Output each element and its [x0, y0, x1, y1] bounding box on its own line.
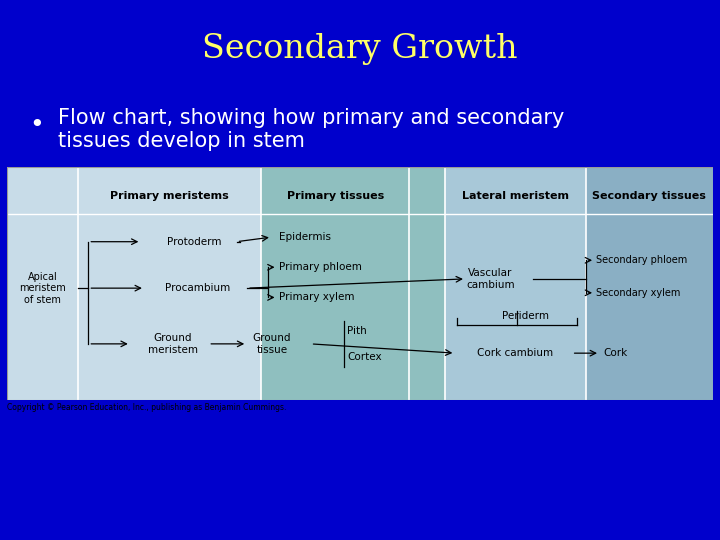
Text: Pith: Pith [347, 326, 367, 336]
Text: Epidermis: Epidermis [279, 232, 331, 242]
Text: Ground
tissue: Ground tissue [253, 333, 291, 355]
Text: Cork cambium: Cork cambium [477, 348, 553, 358]
Text: Primary meristems: Primary meristems [110, 191, 229, 201]
Text: Primary tissues: Primary tissues [287, 191, 384, 201]
Text: Apical
meristem
of stem: Apical meristem of stem [19, 272, 66, 305]
Text: Ground
meristem: Ground meristem [148, 333, 198, 355]
Bar [445, 167, 586, 400]
Bar [410, 167, 445, 400]
Text: •: • [29, 113, 43, 137]
Text: Lateral meristem: Lateral meristem [462, 191, 569, 201]
Bar [586, 167, 713, 400]
Text: Cortex: Cortex [347, 352, 382, 362]
Text: Protoderm: Protoderm [167, 237, 222, 247]
Bar [7, 167, 78, 400]
Text: Secondary tissues: Secondary tissues [593, 191, 706, 201]
Text: Procambium: Procambium [165, 283, 230, 293]
Text: Copyright © Pearson Education, Inc., publishing as Benjamin Cummings.: Copyright © Pearson Education, Inc., pub… [7, 403, 287, 412]
Text: Cork: Cork [603, 348, 628, 358]
Bar [78, 167, 261, 400]
Text: Primary phloem: Primary phloem [279, 262, 361, 272]
Text: Vascular
cambium: Vascular cambium [467, 268, 515, 289]
Text: Secondary Growth: Secondary Growth [202, 32, 518, 65]
Text: Primary xylem: Primary xylem [279, 293, 354, 302]
Text: Flow chart, showing how primary and secondary
tissues develop in stem: Flow chart, showing how primary and seco… [58, 108, 564, 151]
Text: Secondary xylem: Secondary xylem [596, 288, 680, 298]
Text: Periderm: Periderm [503, 311, 549, 321]
Bar [261, 167, 410, 400]
Text: Secondary phloem: Secondary phloem [596, 255, 688, 265]
